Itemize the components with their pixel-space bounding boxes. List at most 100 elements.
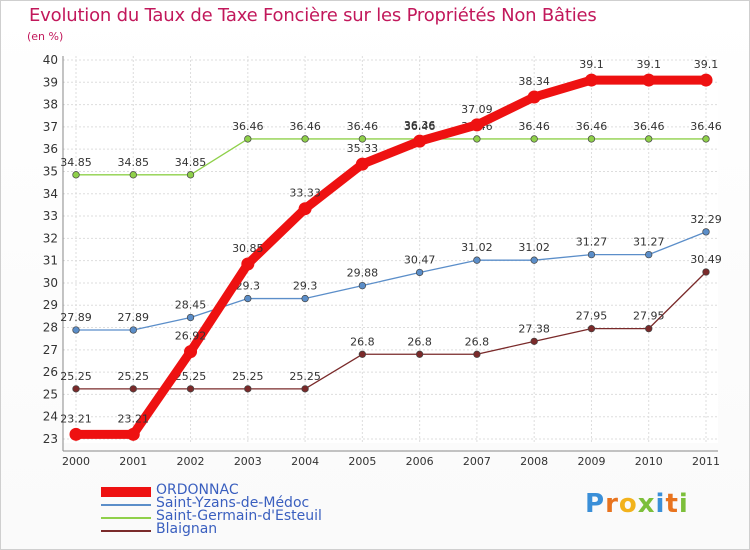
y-tick-label: 35	[43, 164, 58, 178]
y-tick-label: 33	[43, 209, 58, 223]
x-tick-label: 2001	[119, 455, 147, 468]
data-label-blaignan: 26.8	[465, 335, 490, 348]
data-label-blaignan: 25.25	[232, 370, 264, 383]
data-point-saint-germain-d-esteuil	[645, 135, 653, 143]
x-tick-label: 2003	[234, 455, 262, 468]
data-point-saint-germain-d-esteuil	[72, 171, 80, 179]
y-tick-label: 31	[43, 254, 58, 268]
data-point-saint-yzans-de-m-doc	[645, 250, 653, 259]
data-label-saint-germain-d-esteuil: 34.85	[175, 156, 207, 169]
data-point-blaignan	[301, 385, 309, 393]
legend-label: Blaignan	[156, 521, 218, 537]
y-tick-label: 36	[43, 142, 58, 156]
data-label-saint-yzans-de-m-doc: 31.02	[461, 241, 493, 254]
legend-swatch	[101, 487, 151, 497]
data-label-ordonnac: 30.85	[232, 242, 264, 255]
data-label-saint-yzans-de-m-doc: 32.29	[690, 213, 722, 226]
data-point-ordonnac	[699, 73, 713, 87]
data-label-blaignan: 27.38	[518, 322, 550, 335]
data-label-blaignan: 27.95	[633, 310, 665, 323]
data-label-saint-germain-d-esteuil: 36.46	[518, 120, 550, 133]
data-label-saint-yzans-de-m-doc: 29.3	[293, 280, 318, 293]
data-point-saint-yzans-de-m-doc	[702, 228, 710, 236]
data-label-saint-yzans-de-m-doc: 31.02	[518, 241, 550, 254]
legend-swatch	[101, 530, 151, 532]
data-label-ordonnac: 23.21	[118, 412, 150, 425]
y-tick-label: 23	[43, 432, 58, 446]
data-point-blaignan	[129, 385, 137, 393]
legend-label: Saint-Yzans-de-Médoc	[156, 495, 310, 511]
data-point-ordonnac	[413, 134, 427, 148]
x-tick-label: 2011	[692, 455, 720, 468]
data-point-blaignan	[415, 350, 424, 358]
series-line-saint-yzans-de-m-doc	[75, 231, 707, 331]
data-point-ordonnac	[126, 427, 140, 441]
y-tick-label: 39	[43, 75, 58, 89]
data-point-saint-yzans-de-m-doc	[473, 256, 481, 264]
data-label-saint-yzans-de-m-doc: 28.45	[175, 298, 207, 311]
x-tick-label: 2008	[520, 455, 548, 468]
data-point-blaignan	[702, 268, 710, 276]
x-tick-label: 2002	[177, 455, 205, 468]
data-label-ordonnac: 36.36	[404, 119, 436, 132]
data-label-saint-germain-d-esteuil: 36.46	[633, 120, 665, 133]
y-tick-label: 32	[43, 231, 58, 245]
data-point-blaignan	[473, 350, 481, 358]
data-label-saint-germain-d-esteuil: 36.46	[576, 120, 608, 133]
data-point-ordonnac	[184, 345, 198, 359]
plot-area	[63, 56, 718, 443]
y-tick-label: 40	[43, 53, 58, 67]
data-point-blaignan	[530, 337, 538, 346]
data-label-saint-germain-d-esteuil: 34.85	[118, 156, 150, 169]
data-label-ordonnac: 38.34	[518, 75, 550, 88]
data-point-ordonnac	[298, 202, 312, 216]
data-point-ordonnac	[241, 257, 255, 271]
x-tick-label: 2010	[635, 455, 663, 468]
data-point-saint-yzans-de-m-doc	[129, 326, 137, 334]
data-point-ordonnac	[642, 73, 656, 87]
data-point-blaignan	[645, 324, 653, 333]
data-point-saint-yzans-de-m-doc	[301, 294, 309, 303]
data-label-ordonnac: 35.33	[347, 142, 379, 155]
data-point-ordonnac	[527, 90, 541, 104]
data-label-ordonnac: 26.92	[175, 330, 207, 343]
series-line-ordonnac	[71, 75, 711, 439]
data-label-saint-yzans-de-m-doc: 30.47	[404, 253, 436, 266]
y-tick-label: 34	[43, 187, 58, 201]
data-point-ordonnac	[584, 73, 598, 87]
data-label-blaignan: 30.49	[690, 253, 722, 266]
data-label-saint-yzans-de-m-doc: 27.89	[118, 311, 150, 324]
data-point-blaignan	[358, 350, 367, 358]
legend-label: ORDONNAC	[156, 482, 239, 498]
legend-swatch	[101, 517, 151, 519]
chart-unit-label: (en %)	[27, 30, 64, 43]
legend-label: Saint-Germain-d'Esteuil	[156, 508, 322, 524]
x-tick-label: 2005	[348, 455, 376, 468]
y-tick-label: 27	[43, 343, 58, 357]
x-tick-label: 2006	[406, 455, 434, 468]
chart-title: Evolution du Taux de Taxe Foncière sur l…	[29, 5, 597, 26]
data-point-ordonnac	[69, 427, 83, 441]
proxiti-logo: Proxiti	[585, 489, 689, 519]
data-point-blaignan	[72, 385, 80, 393]
y-tick-label: 38	[43, 98, 58, 112]
data-label-saint-yzans-de-m-doc: 31.27	[633, 236, 665, 249]
data-point-ordonnac	[355, 157, 369, 171]
data-label-ordonnac: 37.09	[461, 103, 493, 116]
data-label-blaignan: 26.8	[407, 335, 432, 348]
data-point-blaignan	[587, 324, 596, 333]
data-label-ordonnac: 39.1	[579, 58, 604, 71]
series-line-blaignan	[75, 271, 707, 390]
data-label-ordonnac: 39.1	[636, 58, 661, 71]
x-tick-label: 2004	[291, 455, 319, 468]
data-point-saint-yzans-de-m-doc	[358, 281, 367, 290]
data-point-saint-yzans-de-m-doc	[186, 313, 195, 322]
data-label-blaignan: 25.25	[289, 370, 321, 383]
data-label-blaignan: 26.8	[350, 335, 375, 348]
y-tick-label: 26	[43, 365, 58, 379]
data-label-blaignan: 27.95	[576, 310, 608, 323]
y-tick-label: 30	[43, 276, 58, 290]
data-point-ordonnac	[470, 118, 484, 132]
